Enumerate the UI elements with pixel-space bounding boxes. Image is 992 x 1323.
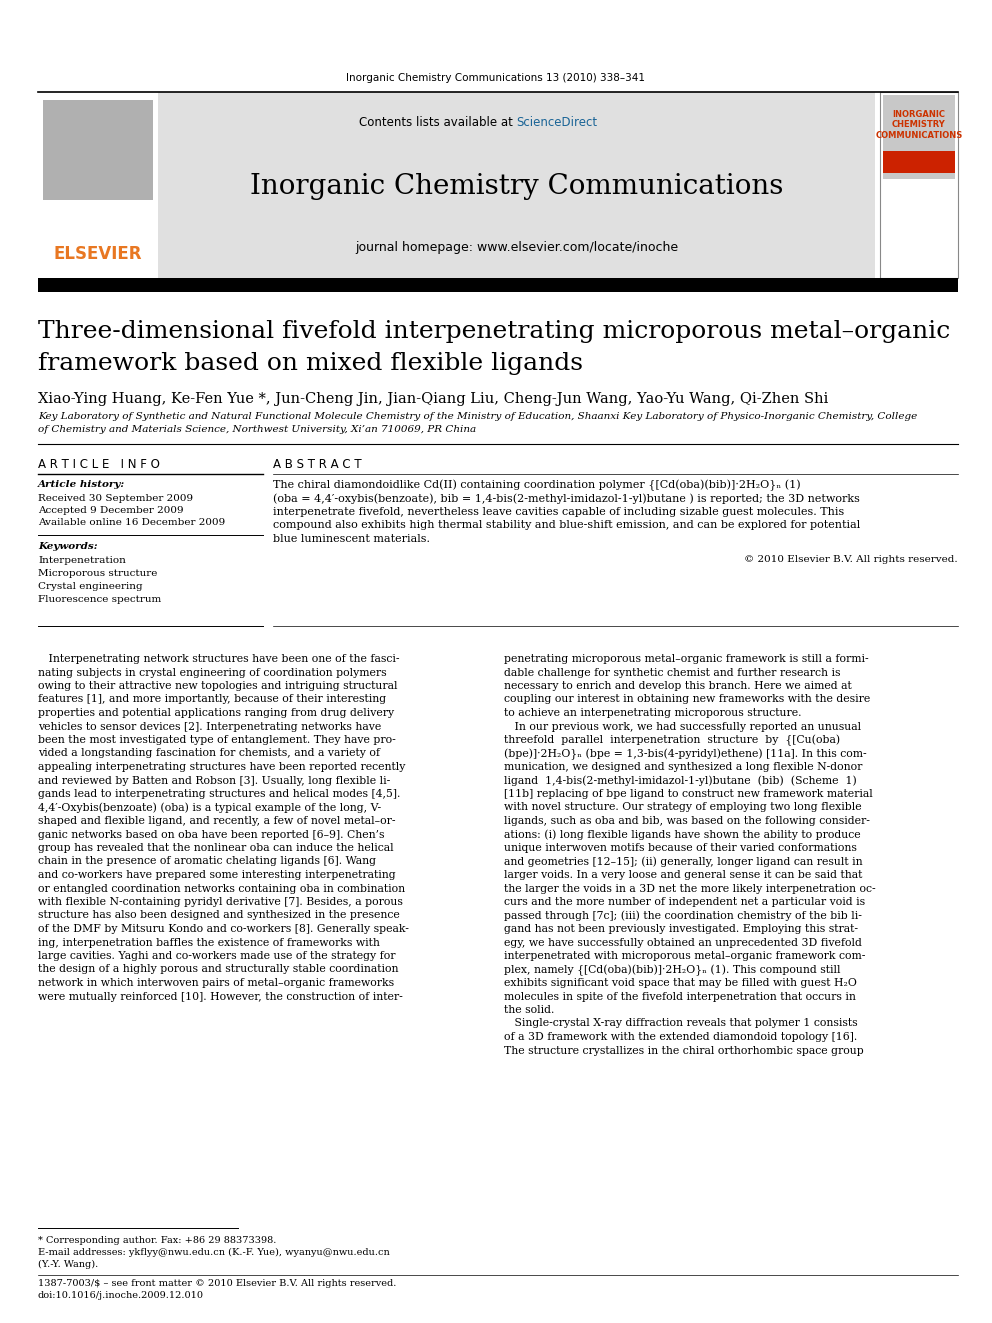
Text: A R T I C L E   I N F O: A R T I C L E I N F O (38, 458, 160, 471)
Text: Accepted 9 December 2009: Accepted 9 December 2009 (38, 505, 184, 515)
Bar (38, 278, 958, 292)
Text: Three-dimensional fivefold interpenetrating microporous metal–organic: Three-dimensional fivefold interpenetrat… (38, 320, 950, 343)
Text: penetrating microporous metal–organic framework is still a formi-: penetrating microporous metal–organic fr… (504, 654, 869, 664)
Text: Received 30 September 2009: Received 30 September 2009 (38, 493, 193, 503)
Text: The structure crystallizes in the chiral orthorhombic space group: The structure crystallizes in the chiral… (504, 1045, 864, 1056)
Text: network in which interwoven pairs of metal–organic frameworks: network in which interwoven pairs of met… (38, 978, 394, 988)
Text: E-mail addresses: ykflyy@nwu.edu.cn (K.-F. Yue), wyanyu@nwu.edu.cn: E-mail addresses: ykflyy@nwu.edu.cn (K.-… (38, 1248, 390, 1257)
Text: with flexible N-containing pyridyl derivative [7]. Besides, a porous: with flexible N-containing pyridyl deriv… (38, 897, 403, 908)
Text: © 2010 Elsevier B.V. All rights reserved.: © 2010 Elsevier B.V. All rights reserved… (744, 556, 958, 565)
Text: nating subjects in crystal engineering of coordination polymers: nating subjects in crystal engineering o… (38, 668, 387, 677)
Bar (38, 93, 158, 278)
Text: Interpenetration: Interpenetration (38, 556, 126, 565)
Text: Contents lists available at: Contents lists available at (359, 115, 517, 128)
Text: or entangled coordination networks containing oba in combination: or entangled coordination networks conta… (38, 884, 405, 893)
Text: chain in the presence of aromatic chelating ligands [6]. Wang: chain in the presence of aromatic chelat… (38, 856, 376, 867)
Text: Fluorescence spectrum: Fluorescence spectrum (38, 595, 162, 605)
Text: gand has not been previously investigated. Employing this strat-: gand has not been previously investigate… (504, 923, 858, 934)
Text: necessary to enrich and develop this branch. Here we aimed at: necessary to enrich and develop this bra… (504, 681, 852, 691)
Text: and co-workers have prepared some interesting interpenetrating: and co-workers have prepared some intere… (38, 871, 396, 880)
Text: dable challenge for synthetic chemist and further research is: dable challenge for synthetic chemist an… (504, 668, 840, 677)
Text: interpenetrate fivefold, nevertheless leave cavities capable of including sizabl: interpenetrate fivefold, nevertheless le… (273, 507, 844, 517)
Text: INORGANIC
CHEMISTRY
COMMUNICATIONS: INORGANIC CHEMISTRY COMMUNICATIONS (875, 110, 962, 140)
Text: molecules in spite of the fivefold interpenetration that occurs in: molecules in spite of the fivefold inter… (504, 991, 856, 1002)
Text: Key Laboratory of Synthetic and Natural Functional Molecule Chemistry of the Min: Key Laboratory of Synthetic and Natural … (38, 411, 918, 421)
Bar (158, 93, 875, 278)
Text: and reviewed by Batten and Robson [3]. Usually, long flexible li-: and reviewed by Batten and Robson [3]. U… (38, 775, 390, 786)
Text: * Corresponding author. Fax: +86 29 88373398.: * Corresponding author. Fax: +86 29 8837… (38, 1236, 277, 1245)
Text: the solid.: the solid. (504, 1005, 555, 1015)
Text: (bpe)]·2H₂O}ₙ (bpe = 1,3-bis(4-pyridyl)ethene) [11a]. In this com-: (bpe)]·2H₂O}ₙ (bpe = 1,3-bis(4-pyridyl)e… (504, 749, 867, 759)
Text: ELSEVIER: ELSEVIER (54, 245, 142, 263)
Text: with novel structure. Our strategy of employing two long flexible: with novel structure. Our strategy of em… (504, 803, 862, 812)
Bar (43, 101, 153, 200)
Text: features [1], and more importantly, because of their interesting: features [1], and more importantly, beca… (38, 695, 386, 705)
Text: The chiral diamondoidlike Cd(II) containing coordination polymer {[Cd(oba)(bib)]: The chiral diamondoidlike Cd(II) contain… (273, 480, 801, 491)
Text: 1387-7003/$ – see front matter © 2010 Elsevier B.V. All rights reserved.: 1387-7003/$ – see front matter © 2010 El… (38, 1279, 397, 1289)
Text: curs and the more number of independent net a particular void is: curs and the more number of independent … (504, 897, 865, 908)
Text: owing to their attractive new topologies and intriguing structural: owing to their attractive new topologies… (38, 681, 398, 691)
Text: Available online 16 December 2009: Available online 16 December 2009 (38, 519, 225, 527)
Text: Microporous structure: Microporous structure (38, 569, 158, 578)
Text: ScienceDirect: ScienceDirect (517, 115, 597, 128)
Text: properties and potential applications ranging from drug delivery: properties and potential applications ra… (38, 708, 394, 718)
Text: Inorganic Chemistry Communications 13 (2010) 338–341: Inorganic Chemistry Communications 13 (2… (346, 73, 646, 83)
Text: Interpenetrating network structures have been one of the fasci-: Interpenetrating network structures have… (38, 654, 400, 664)
Text: threefold  parallel  interpenetration  structure  by  {[Cu(oba): threefold parallel interpenetration stru… (504, 736, 840, 746)
Text: the larger the voids in a 3D net the more likely interpenetration oc-: the larger the voids in a 3D net the mor… (504, 884, 876, 893)
Text: Single-crystal X-ray diffraction reveals that polymer 1 consists: Single-crystal X-ray diffraction reveals… (504, 1019, 858, 1028)
Text: (Y.-Y. Wang).: (Y.-Y. Wang). (38, 1259, 98, 1269)
Text: Inorganic Chemistry Communications: Inorganic Chemistry Communications (250, 173, 784, 201)
Text: framework based on mixed flexible ligands: framework based on mixed flexible ligand… (38, 352, 583, 374)
Text: journal homepage: www.elsevier.com/locate/inoche: journal homepage: www.elsevier.com/locat… (355, 242, 679, 254)
Text: (oba = 4,4′-oxybis(benzoate), bib = 1,4-bis(2-methyl-imidazol-1-yl)butane ) is r: (oba = 4,4′-oxybis(benzoate), bib = 1,4-… (273, 493, 860, 504)
Text: were mutually reinforced [10]. However, the construction of inter-: were mutually reinforced [10]. However, … (38, 991, 403, 1002)
Text: of a 3D framework with the extended diamondoid topology [16].: of a 3D framework with the extended diam… (504, 1032, 857, 1043)
Text: ligand  1,4-bis(2-methyl-imidazol-1-yl)butane  (bib)  (Scheme  1): ligand 1,4-bis(2-methyl-imidazol-1-yl)bu… (504, 775, 857, 786)
Text: A B S T R A C T: A B S T R A C T (273, 458, 362, 471)
Text: been the most investigated type of entanglement. They have pro-: been the most investigated type of entan… (38, 736, 396, 745)
Text: unique interwoven motifs because of their varied conformations: unique interwoven motifs because of thei… (504, 843, 857, 853)
Text: plex, namely {[Cd(oba)(bib)]·2H₂O}ₙ (1). This compound still: plex, namely {[Cd(oba)(bib)]·2H₂O}ₙ (1).… (504, 964, 840, 976)
Text: coupling our interest in obtaining new frameworks with the desire: coupling our interest in obtaining new f… (504, 695, 870, 705)
Text: interpenetrated with microporous metal–organic framework com-: interpenetrated with microporous metal–o… (504, 951, 865, 960)
Text: [11b] replacing of bpe ligand to construct new framework material: [11b] replacing of bpe ligand to constru… (504, 789, 873, 799)
Text: Keywords:: Keywords: (38, 542, 97, 550)
Text: larger voids. In a very loose and general sense it can be said that: larger voids. In a very loose and genera… (504, 871, 862, 880)
Text: blue luminescent materials.: blue luminescent materials. (273, 534, 430, 544)
Text: ations: (i) long flexible ligands have shown the ability to produce: ations: (i) long flexible ligands have s… (504, 830, 861, 840)
Bar (883, 151, 955, 173)
Text: to achieve an interpenetrating microporous structure.: to achieve an interpenetrating microporo… (504, 708, 802, 718)
Text: vided a longstanding fascination for chemists, and a variety of: vided a longstanding fascination for che… (38, 749, 380, 758)
Text: exhibits significant void space that may be filled with guest H₂O: exhibits significant void space that may… (504, 978, 857, 988)
Text: munication, we designed and synthesized a long flexible N-donor: munication, we designed and synthesized … (504, 762, 862, 773)
Text: shaped and flexible ligand, and recently, a few of novel metal–or-: shaped and flexible ligand, and recently… (38, 816, 396, 826)
Text: vehicles to sensor devices [2]. Interpenetrating networks have: vehicles to sensor devices [2]. Interpen… (38, 721, 381, 732)
Text: compound also exhibits high thermal stability and blue-shift emission, and can b: compound also exhibits high thermal stab… (273, 520, 860, 531)
Text: Article history:: Article history: (38, 480, 125, 490)
Text: of Chemistry and Materials Science, Northwest University, Xi’an 710069, PR China: of Chemistry and Materials Science, Nort… (38, 425, 476, 434)
Text: egy, we have successfully obtained an unprecedented 3D fivefold: egy, we have successfully obtained an un… (504, 938, 862, 947)
Text: doi:10.1016/j.inoche.2009.12.010: doi:10.1016/j.inoche.2009.12.010 (38, 1291, 204, 1301)
Text: appealing interpenetrating structures have been reported recently: appealing interpenetrating structures ha… (38, 762, 406, 773)
Text: In our previous work, we had successfully reported an unusual: In our previous work, we had successfull… (504, 721, 861, 732)
Text: group has revealed that the nonlinear oba can induce the helical: group has revealed that the nonlinear ob… (38, 843, 394, 853)
Text: 4,4′-Oxybis(benzoate) (oba) is a typical example of the long, V-: 4,4′-Oxybis(benzoate) (oba) is a typical… (38, 803, 381, 814)
Text: Xiao-Ying Huang, Ke-Fen Yue *, Jun-Cheng Jin, Jian-Qiang Liu, Cheng-Jun Wang, Ya: Xiao-Ying Huang, Ke-Fen Yue *, Jun-Cheng… (38, 392, 828, 406)
Text: and geometries [12–15]; (ii) generally, longer ligand can result in: and geometries [12–15]; (ii) generally, … (504, 856, 863, 867)
Text: ganic networks based on oba have been reported [6–9]. Chen’s: ganic networks based on oba have been re… (38, 830, 385, 840)
Text: ligands, such as oba and bib, was based on the following consider-: ligands, such as oba and bib, was based … (504, 816, 870, 826)
Text: the design of a highly porous and structurally stable coordination: the design of a highly porous and struct… (38, 964, 399, 975)
Text: structure has also been designed and synthesized in the presence: structure has also been designed and syn… (38, 910, 400, 921)
Text: Crystal engineering: Crystal engineering (38, 582, 143, 591)
Text: gands lead to interpenetrating structures and helical modes [4,5].: gands lead to interpenetrating structure… (38, 789, 401, 799)
Text: passed through [7c]; (iii) the coordination chemistry of the bib li-: passed through [7c]; (iii) the coordinat… (504, 910, 862, 921)
Text: of the DMF by Mitsuru Kondo and co-workers [8]. Generally speak-: of the DMF by Mitsuru Kondo and co-worke… (38, 923, 409, 934)
Text: ing, interpenetration baffles the existence of frameworks with: ing, interpenetration baffles the existe… (38, 938, 380, 947)
Bar (883, 95, 955, 179)
Bar (880, 93, 958, 278)
Text: large cavities. Yaghi and co-workers made use of the strategy for: large cavities. Yaghi and co-workers mad… (38, 951, 396, 960)
